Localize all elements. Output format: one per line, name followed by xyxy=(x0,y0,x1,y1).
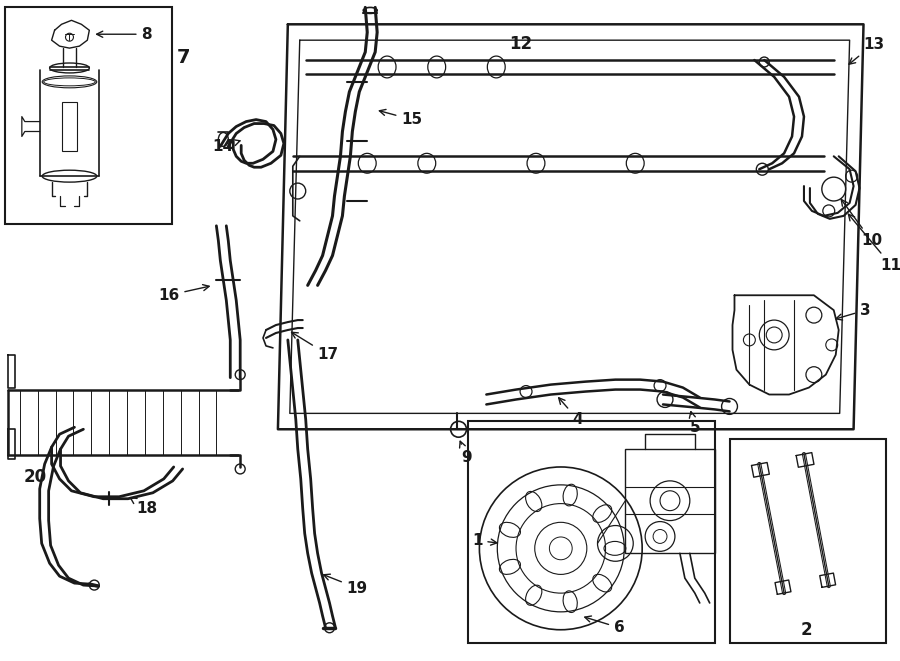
Text: 18: 18 xyxy=(130,498,158,516)
Text: 6: 6 xyxy=(585,616,625,635)
Text: 9: 9 xyxy=(460,442,472,465)
Bar xyxy=(730,439,886,642)
Bar xyxy=(469,421,715,642)
Text: 10: 10 xyxy=(842,200,882,248)
Text: 14: 14 xyxy=(212,139,240,154)
Text: 8: 8 xyxy=(96,26,152,42)
Text: 19: 19 xyxy=(324,574,368,596)
Text: 16: 16 xyxy=(158,285,209,303)
Text: 4: 4 xyxy=(559,398,583,427)
Bar xyxy=(5,7,172,224)
Text: 3: 3 xyxy=(836,303,871,320)
Bar xyxy=(626,449,715,553)
Text: 20: 20 xyxy=(23,468,46,486)
Text: 5: 5 xyxy=(689,412,700,435)
Text: 17: 17 xyxy=(292,332,338,362)
Text: 1: 1 xyxy=(472,533,497,548)
Text: 15: 15 xyxy=(380,110,422,127)
Text: 2: 2 xyxy=(800,621,812,639)
Bar xyxy=(61,102,77,151)
Text: 13: 13 xyxy=(849,36,884,64)
Text: 7: 7 xyxy=(177,48,191,67)
Text: 11: 11 xyxy=(849,214,900,273)
Text: 12: 12 xyxy=(509,35,533,53)
